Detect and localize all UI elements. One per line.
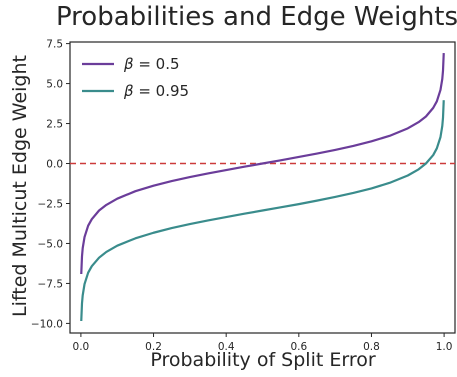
legend-label: β = 0.95 [123, 82, 189, 100]
y-tick-label: −5.0 [38, 238, 64, 250]
x-tick-label: 0.8 [363, 341, 380, 353]
x-tick-label: 1.0 [436, 341, 453, 353]
x-tick-label: 0.6 [290, 341, 307, 353]
y-tick-label: −10.0 [31, 318, 63, 330]
y-tick-label: 5.0 [46, 79, 63, 91]
y-axis-ticks: −10.0 −7.5 −5.0 −2.5 0.0 2.5 5.0 7.5 [31, 39, 70, 330]
x-axis-ticks: 0.0 0.2 0.4 0.6 0.8 1.0 [73, 333, 453, 353]
series-layer [80, 52, 445, 322]
series-line-1 [80, 52, 445, 275]
legend-label: β = 0.5 [123, 55, 180, 73]
series-line-2 [80, 100, 445, 322]
y-tick-label: 0.0 [46, 159, 63, 171]
y-tick-label: −2.5 [38, 198, 64, 210]
x-tick-label: 0.2 [145, 341, 162, 353]
x-tick-label: 0.0 [73, 341, 90, 353]
plot-frame [69, 41, 456, 334]
chart-title: Probabilities and Edge Weights [56, 2, 457, 32]
y-axis-label: Lifted Multicut Edge Weight [9, 55, 31, 317]
y-tick-label: 2.5 [46, 119, 63, 131]
plot-area-border [69, 41, 456, 334]
y-tick-label: −7.5 [38, 278, 64, 290]
legend: β = 0.5 β = 0.95 [82, 55, 189, 100]
x-axis-label: Probability of Split Error [150, 349, 375, 371]
x-tick-label: 0.4 [218, 341, 235, 353]
y-tick-label: 7.5 [46, 39, 63, 51]
